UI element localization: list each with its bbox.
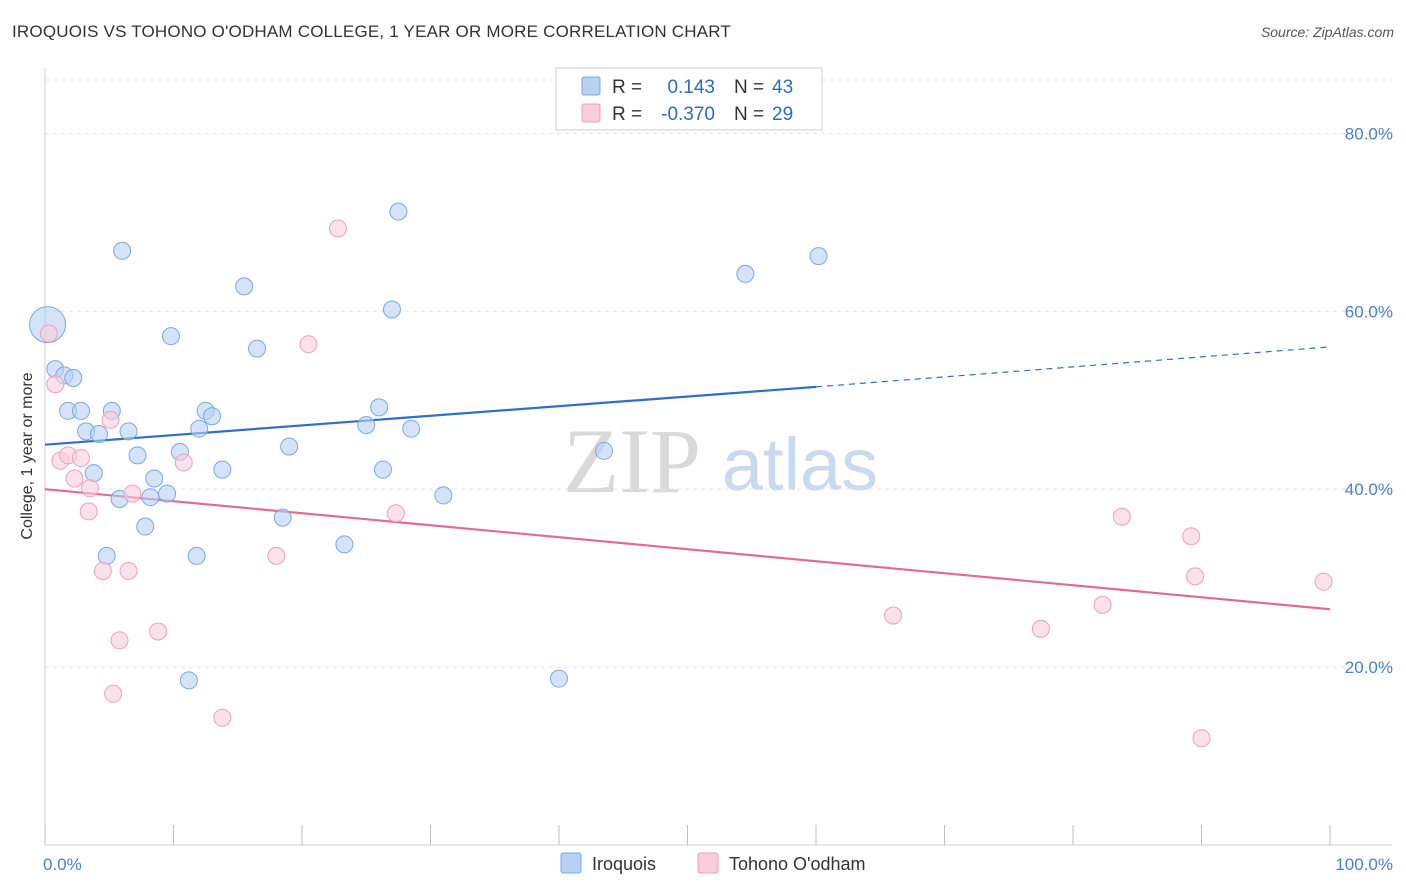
axes: [44, 68, 1392, 846]
point-iroquois-19: [190, 419, 209, 438]
point-iroquois-31: [357, 416, 376, 435]
point-iroquois-38: [335, 535, 354, 554]
point-iroquois-14: [158, 484, 177, 503]
trend-lines: [44, 346, 1331, 611]
point-iroquois-9: [119, 422, 138, 441]
point-iroquois-32: [370, 398, 389, 417]
correlation-legend: R = 0.143 N = 43 R = -0.370 N = 29: [555, 67, 823, 131]
point-iroquois-37: [434, 486, 453, 505]
legend-r-value-0: 0.143: [667, 77, 715, 98]
y-tick-label-40: 40.0%: [1345, 480, 1393, 499]
trend-line-tohono: [44, 488, 1331, 611]
point-tohono-17: [267, 546, 286, 565]
point-iroquois-30: [179, 671, 198, 690]
point-iroquois-28: [280, 437, 299, 456]
watermark-zip: ZIP: [563, 410, 701, 512]
series-legend-label-iroquois: Iroquois: [592, 854, 656, 874]
point-iroquois-26: [235, 277, 254, 296]
point-tohono-20: [386, 504, 405, 523]
point-iroquois-24: [113, 241, 132, 260]
trend-line-iroquois-extension: [815, 346, 1331, 388]
point-tohono-28: [1314, 572, 1333, 591]
point-iroquois-41: [736, 264, 755, 283]
point-iroquois-33: [382, 300, 401, 319]
point-iroquois-23: [187, 546, 206, 565]
legend-n-label-0: N =: [734, 77, 764, 98]
point-tohono-15: [174, 453, 193, 472]
point-iroquois-12: [145, 469, 164, 488]
y-tick-labels: 20.0% 40.0% 60.0% 80.0%: [1345, 124, 1393, 677]
point-tohono-14: [104, 684, 123, 703]
point-iroquois-25: [161, 327, 180, 346]
series-legend-swatch-iroquois: [560, 852, 582, 874]
point-iroquois-29: [273, 508, 292, 527]
point-iroquois-35: [373, 460, 392, 479]
legend-swatch-tohono: [581, 103, 601, 123]
point-iroquois-34: [389, 202, 408, 221]
y-tick-label-20: 20.0%: [1345, 658, 1393, 677]
point-tohono-16: [213, 708, 232, 727]
point-iroquois-5: [71, 401, 90, 420]
point-tohono-23: [1093, 595, 1112, 614]
point-iroquois-3: [64, 368, 83, 387]
point-iroquois-36: [402, 419, 421, 438]
legend-r-value-1: -0.370: [661, 104, 715, 125]
chart-title: IROQUOIS VS TOHONO O'ODHAM COLLEGE, 1 YE…: [12, 22, 732, 41]
point-tohono-9: [93, 562, 112, 581]
x-tick-label-100: 100.0%: [1335, 855, 1393, 874]
legend-r-label-0: R =: [612, 77, 642, 98]
point-iroquois-22: [213, 460, 232, 479]
legend-n-label-1: N =: [734, 104, 764, 125]
point-iroquois-16: [84, 464, 103, 483]
x-tick-label-0: 0.0%: [43, 855, 82, 874]
point-tohono-19: [328, 219, 347, 238]
point-iroquois-27: [248, 339, 267, 358]
point-tohono-5: [65, 469, 84, 488]
point-tohono-6: [80, 479, 99, 498]
y-axis-label: College, 1 year or more: [19, 372, 36, 539]
legend-n-value-1: 29: [772, 104, 793, 125]
data-points: [29, 202, 1333, 748]
y-tick-label-80: 80.0%: [1345, 124, 1393, 143]
point-tohono-0: [39, 324, 58, 343]
source-credit: Source: ZipAtlas.com: [1260, 24, 1394, 40]
point-tohono-26: [1186, 567, 1205, 586]
point-tohono-21: [884, 606, 903, 625]
point-tohono-8: [101, 410, 120, 429]
series-legend: Iroquois Tohono O'odham: [560, 852, 866, 874]
series-legend-swatch-tohono: [697, 852, 719, 874]
point-iroquois-42: [809, 247, 828, 266]
y-tick-label-60: 60.0%: [1345, 302, 1393, 321]
trend-line-iroquois: [44, 385, 817, 446]
legend-swatch-iroquois: [581, 76, 601, 96]
legend-n-value-0: 43: [772, 77, 793, 98]
point-iroquois-7: [89, 425, 108, 444]
point-tohono-27: [1192, 729, 1211, 748]
point-tohono-12: [110, 631, 129, 650]
point-iroquois-15: [136, 517, 155, 536]
point-iroquois-17: [97, 546, 116, 565]
point-tohono-7: [79, 502, 98, 521]
point-iroquois-21: [203, 407, 222, 426]
legend-r-label-1: R =: [612, 104, 642, 125]
point-iroquois-10: [128, 446, 147, 465]
point-tohono-1: [46, 375, 65, 394]
point-iroquois-40: [594, 441, 613, 460]
point-tohono-11: [123, 484, 142, 503]
point-tohono-13: [149, 622, 168, 641]
point-tohono-24: [1112, 507, 1131, 526]
x-tick-labels: 0.0% 100.0%: [43, 855, 1393, 874]
series-legend-label-tohono: Tohono O'odham: [729, 854, 866, 874]
point-tohono-4: [71, 449, 90, 468]
point-iroquois-39: [550, 669, 568, 688]
point-iroquois-13: [141, 488, 160, 507]
watermark-atlas: atlas: [722, 423, 878, 506]
point-tohono-18: [299, 335, 318, 354]
point-tohono-22: [1031, 619, 1050, 638]
point-tohono-10: [119, 562, 138, 581]
point-tohono-25: [1182, 527, 1201, 546]
